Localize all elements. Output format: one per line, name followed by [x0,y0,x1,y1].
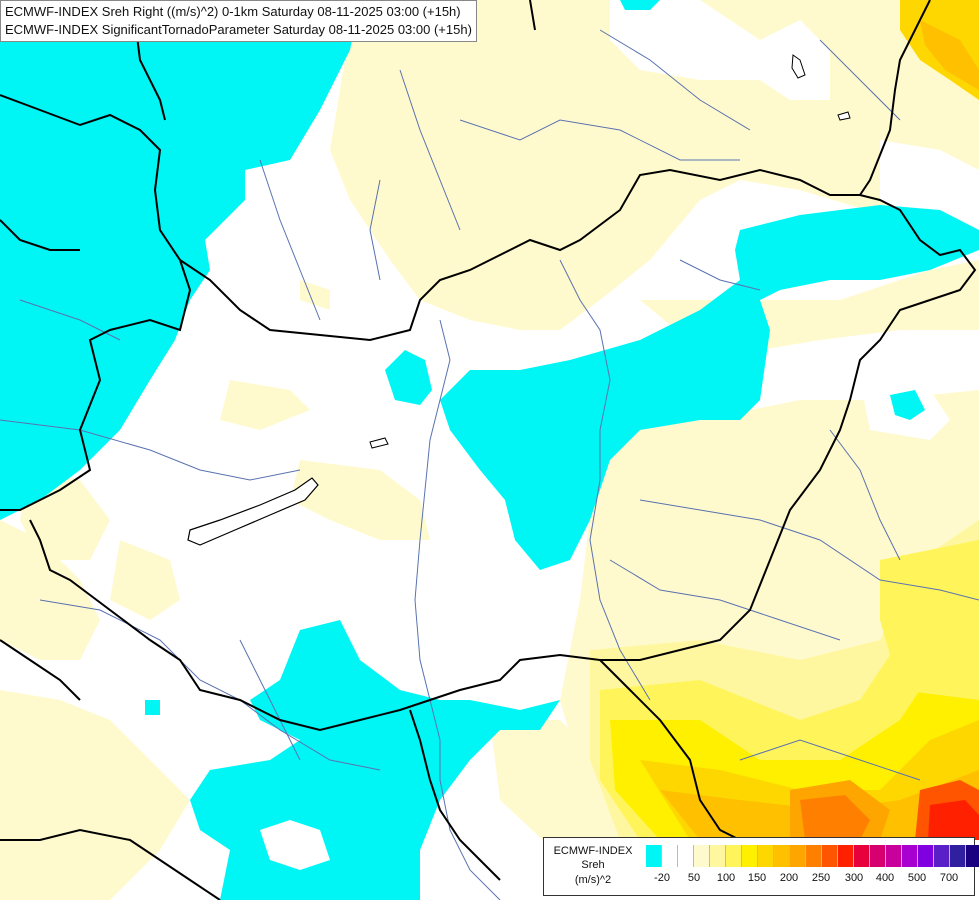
legend-swatch [918,845,934,867]
legend-swatch [694,845,710,867]
legend-swatch [870,845,886,867]
legend-tick-label: -20 [654,872,670,884]
small-lake [791,54,806,79]
legend-tick-label: 150 [747,872,767,884]
legend-swatch [806,845,822,867]
sreh-medium-band [590,0,979,840]
legend-tick-label: 300 [844,872,864,884]
legend-tick-label: 50 [687,872,701,884]
legend-swatch [646,845,662,867]
legend-swatch [678,845,694,867]
title-line-1: ECMWF-INDEX Sreh Right ((m/s)^2) 0-1km S… [5,4,461,19]
legend-swatch [854,845,870,867]
legend-swatches [646,845,979,867]
legend-swatch [742,845,758,867]
legend-swatch [758,845,774,867]
legend-tick-label: 700 [939,872,959,884]
title-line-2: ECMWF-INDEX SignificantTornadoParameter … [5,22,472,37]
legend-swatch [902,845,918,867]
rivers [0,29,979,900]
legend-swatch [886,845,902,867]
sreh-white-hole [260,820,330,870]
legend-swatch [726,845,742,867]
legend-swatch [950,845,966,867]
legend-label-variable: Sreh [581,859,605,871]
legend-swatch [822,845,838,867]
legend-tick-label: 500 [907,872,927,884]
legend-tick-label: 400 [875,872,895,884]
legend-tick-label: 200 [779,872,799,884]
map-title: ECMWF-INDEX Sreh Right ((m/s)^2) 0-1km S… [0,0,477,42]
legend-swatch [710,845,726,867]
legend-swatch [934,845,950,867]
legend-swatch [966,845,979,867]
legend-tick-label: 250 [811,872,831,884]
lake-balaton [187,477,319,546]
legend-ticks: -20 50 100 150 200 250 300 400 500 700 [544,872,976,888]
legend-label-unit: (m/s)^2 [574,874,612,886]
small-lake [837,111,851,121]
legend-swatch [774,845,790,867]
small-lake [369,437,389,449]
legend-tick-label: 100 [716,872,736,884]
legend-label-source: ECMWF-INDEX [553,845,633,857]
color-legend: ECMWF-INDEX Sreh (m/s)^2 -20 50 100 150 200 2… [543,837,979,896]
legend-swatch [838,845,854,867]
legend-swatch [790,845,806,867]
legend-swatch [662,845,678,867]
